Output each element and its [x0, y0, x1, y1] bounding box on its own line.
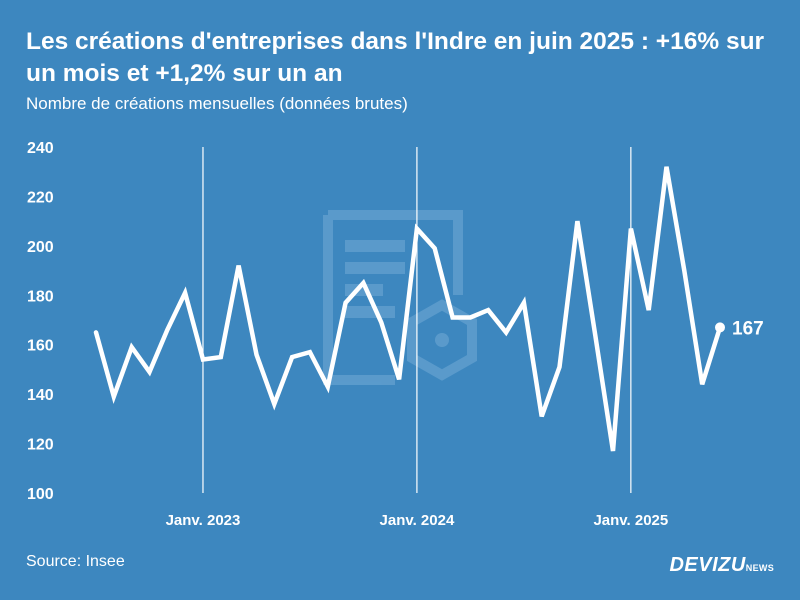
y-tick-label: 140 [27, 387, 54, 404]
y-tick-label: 240 [27, 140, 54, 157]
y-tick-label: 160 [27, 338, 54, 355]
x-tick-label: Janv. 2024 [380, 512, 455, 529]
document-watermark-icon [323, 210, 477, 385]
brand-logo: DEVIZUNEWS [669, 554, 774, 577]
brand-name: DEVIZU [669, 554, 746, 576]
y-tick-label: 200 [27, 239, 54, 256]
source-note: Source: Insee [26, 553, 125, 570]
last-point-marker [715, 322, 725, 333]
y-tick-label: 120 [27, 437, 54, 454]
x-tick-label: Janv. 2023 [166, 512, 241, 529]
last-value-label: 167 [732, 318, 764, 339]
chart-title: Les créations d'entreprises dans l'Indre… [26, 28, 765, 87]
x-tick-label: Janv. 2025 [593, 512, 668, 529]
y-tick-label: 180 [27, 288, 54, 305]
y-tick-label: 100 [27, 486, 54, 503]
y-tick-label: 220 [27, 189, 54, 206]
brand-suffix: NEWS [745, 563, 774, 573]
chart-subtitle: Nombre de créations mensuelles (données … [26, 94, 408, 113]
series-line [93, 166, 723, 452]
